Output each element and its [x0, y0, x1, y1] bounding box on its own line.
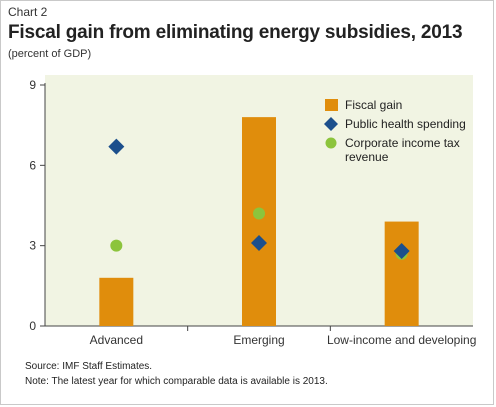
- x-tick-label: Emerging: [233, 333, 284, 347]
- legend-label: Public health spending: [345, 117, 466, 131]
- chart-subtitle: (percent of GDP): [8, 48, 92, 60]
- point-public-health: [251, 234, 267, 251]
- point-corporate-tax: [110, 239, 123, 252]
- y-tick-label: 9: [29, 78, 36, 92]
- bar-fiscal-gain: [99, 277, 134, 326]
- legend-label: Fiscal gain: [345, 98, 402, 112]
- legend-label: Corporate income tax: [345, 136, 460, 150]
- legend-swatch-public-health: [324, 117, 338, 131]
- bar-fiscal-gain: [384, 221, 419, 326]
- legend-label: revenue: [345, 150, 389, 164]
- footnote: Note: The latest year for which comparab…: [25, 376, 328, 387]
- source-note: Source: IMF Staff Estimates.: [25, 361, 153, 372]
- legend-swatch-fiscal-gain: [325, 99, 338, 111]
- y-tick-label: 6: [29, 158, 36, 172]
- chart-number: Chart 2: [8, 5, 48, 19]
- legend-swatch-corporate-tax: [325, 137, 337, 149]
- x-tick-label: Low-income and developing: [327, 333, 476, 347]
- y-tick-label: 0: [29, 319, 36, 333]
- bar-fiscal-gain: [242, 117, 276, 326]
- point-public-health: [108, 138, 125, 155]
- x-tick-label: Advanced: [90, 333, 143, 347]
- chart-title: Fiscal gain from eliminating energy subs…: [8, 22, 463, 43]
- point-corporate-tax: [253, 207, 265, 220]
- point-public-health: [393, 243, 410, 260]
- y-tick-label: 3: [29, 239, 36, 253]
